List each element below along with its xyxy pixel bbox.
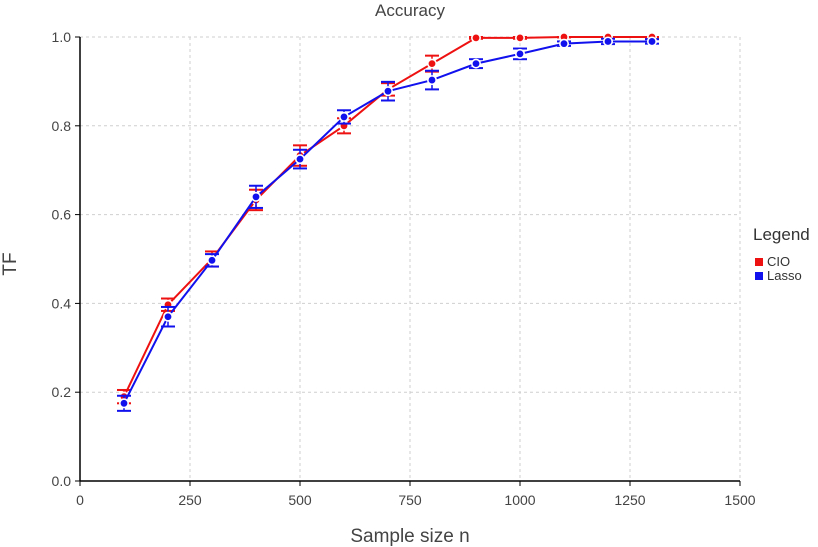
- data-point: [426, 75, 437, 86]
- x-tick-label: 500: [288, 492, 312, 508]
- data-point: [470, 32, 481, 43]
- data-point: [558, 38, 569, 49]
- ticks-layer: 0 250 500 750 1000 1250 1500 0.0 0.2 0.4 0.6 0.8 1.0: [52, 29, 756, 508]
- legend-label-cio: CIO: [767, 254, 790, 269]
- y-tick-label: 0.0: [52, 473, 72, 489]
- data-point: [602, 36, 613, 47]
- data-point: [207, 255, 218, 266]
- data-point: [119, 398, 130, 409]
- y-tick-label: 0.4: [52, 295, 72, 311]
- x-axis-label: Sample size n: [350, 526, 469, 547]
- series-lasso: [117, 36, 659, 412]
- x-tick-label: 250: [178, 492, 202, 508]
- data-point: [514, 48, 525, 59]
- y-tick-label: 0.2: [52, 384, 72, 400]
- y-tick-label: 0.6: [52, 207, 72, 223]
- data-point: [294, 154, 305, 165]
- data-point: [514, 32, 525, 43]
- x-tick-label: 0: [76, 492, 84, 508]
- data-point: [470, 58, 481, 69]
- y-tick-label: 0.8: [52, 118, 72, 134]
- legend-label-lasso: Lasso: [767, 268, 802, 283]
- y-axis-label: TF: [0, 252, 21, 275]
- data-point: [646, 36, 657, 47]
- x-tick-label: 1000: [504, 492, 535, 508]
- chart-title: Accuracy: [375, 1, 445, 20]
- data-point: [251, 191, 262, 202]
- legend-swatch-lasso: [755, 272, 763, 280]
- x-tick-label: 1250: [614, 492, 645, 508]
- data-point: [338, 111, 349, 122]
- x-tick-label: 750: [398, 492, 422, 508]
- x-tick-label: 1500: [724, 492, 755, 508]
- data-point: [163, 311, 174, 322]
- data-point: [426, 58, 437, 69]
- series-layer: [117, 31, 659, 412]
- data-point: [382, 86, 393, 97]
- legend-title: Legend: [753, 225, 810, 244]
- grid-layer: [80, 36, 741, 481]
- legend-swatch-cio: [755, 258, 763, 266]
- y-tick-label: 1.0: [52, 29, 72, 45]
